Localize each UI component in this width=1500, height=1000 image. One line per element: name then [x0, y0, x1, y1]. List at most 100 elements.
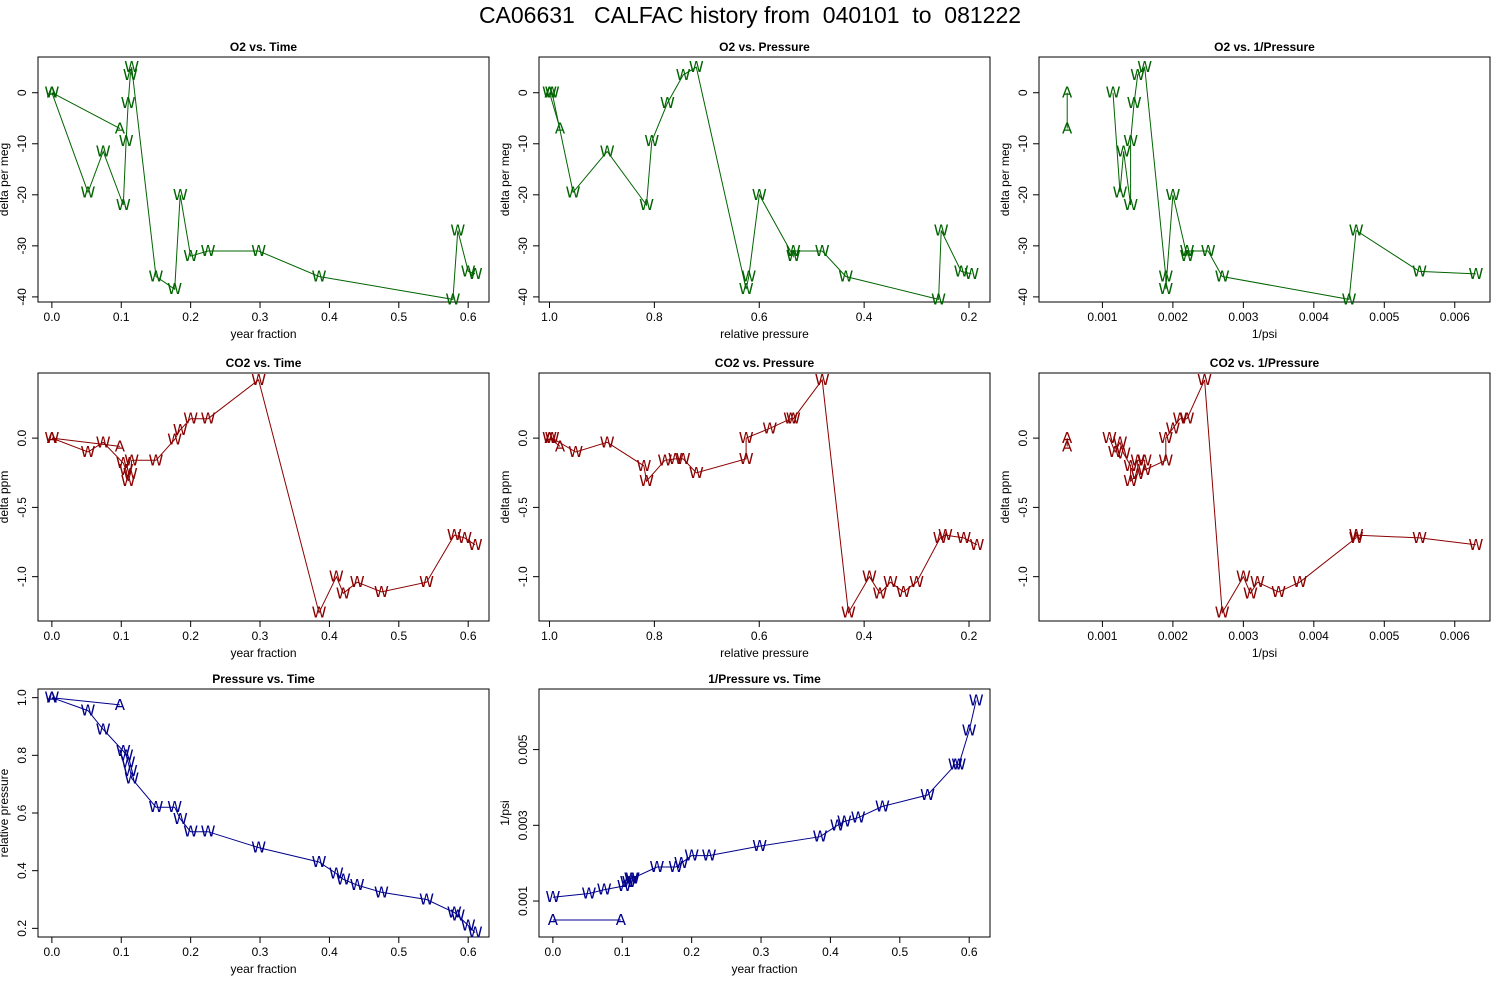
data-point-w: W [739, 429, 754, 447]
series-line-a [51, 697, 120, 706]
data-point-w: W [1123, 196, 1138, 214]
data-point-w: W [167, 280, 182, 298]
data-point-w: W [1468, 536, 1483, 554]
data-point-w: W [96, 720, 111, 738]
data-point-w: W [668, 858, 683, 876]
x-tick-label: 0.6 [751, 629, 768, 643]
data-point-w: W [173, 421, 188, 439]
data-point-w: W [44, 429, 59, 447]
x-tick-label: 0.003 [1228, 629, 1258, 643]
data-point-w: W [542, 84, 557, 102]
x-axis-label: relative pressure [720, 327, 809, 341]
x-tick-label: 0.3 [252, 629, 269, 643]
data-point-a: A [616, 911, 627, 929]
data-point-w: W [1215, 604, 1230, 622]
x-tick-label: 0.4 [822, 945, 839, 959]
data-point-w: W [419, 891, 434, 909]
data-point-w: W [702, 847, 717, 865]
data-point-w: W [1271, 583, 1286, 601]
x-axis-label: relative pressure [720, 646, 809, 660]
data-point-w: W [1113, 183, 1128, 201]
data-point-w: W [1197, 371, 1212, 389]
data-point-w: W [201, 823, 216, 841]
x-tick-label: 0.0 [545, 945, 562, 959]
y-tick-label: -20 [1016, 186, 1030, 204]
x-tick-label: 0.0 [44, 310, 61, 324]
data-point-w: W [447, 526, 462, 544]
data-point-a: A [1062, 84, 1073, 102]
y-tick-label: -0.5 [15, 497, 29, 518]
y-tick-label: -30 [516, 237, 530, 255]
data-point-w: W [1116, 142, 1131, 160]
data-point-w: W [1130, 465, 1145, 483]
y-tick-label: 0.003 [516, 810, 530, 840]
data-point-w: W [149, 798, 164, 816]
x-axis-label: 1/psi [1252, 327, 1277, 341]
data-point-w: W [350, 876, 365, 894]
series-line-a [51, 92, 121, 129]
x-tick-label: 0.5 [891, 945, 908, 959]
chart-title: Pressure vs. Time [212, 672, 315, 686]
data-point-w: W [762, 419, 777, 437]
data-point-w: W [545, 888, 560, 906]
chart-title: O2 vs. Time [230, 40, 297, 54]
data-point-w: W [312, 604, 327, 622]
data-point-w: W [883, 573, 898, 591]
data-point-w: W [124, 769, 139, 787]
data-point-w: W [116, 196, 131, 214]
chart-panel-4: CO2 vs. Time 0.0 0.1 0.2 0.3 0.4 0.5 0.6 0.0 -0.5… [0, 356, 490, 660]
data-point-w: W [123, 465, 138, 483]
y-axis-label: delta per meg [498, 143, 512, 216]
plot-frame [1038, 372, 1491, 622]
data-point-w: W [674, 854, 689, 872]
data-point-w: W [1165, 186, 1180, 204]
y-tick-label: -10 [1016, 135, 1030, 153]
data-point-w: W [1137, 451, 1152, 469]
data-point-w: W [582, 884, 597, 902]
data-point-w: W [251, 371, 266, 389]
data-point-w: W [1342, 290, 1357, 308]
data-point-w: W [124, 58, 139, 76]
data-point-w: W [600, 142, 615, 160]
series-line-w [552, 700, 977, 898]
data-point-w: W [81, 183, 96, 201]
x-tick-label: 0.004 [1299, 310, 1329, 324]
y-tick-label: 0.4 [15, 862, 29, 879]
data-point-w: W [617, 877, 632, 895]
y-tick-label: -1.0 [1016, 566, 1030, 587]
data-point-w: W [1116, 444, 1131, 462]
data-point-w: W [1236, 568, 1251, 586]
data-point-w: W [650, 858, 665, 876]
series-line-w [51, 67, 476, 300]
x-tick-label: 0.002 [1158, 629, 1188, 643]
data-point-w: W [149, 267, 164, 285]
data-point-w: W [445, 290, 460, 308]
x-tick-label: 0.006 [1440, 629, 1470, 643]
data-point-a: A [555, 437, 566, 455]
data-point-w: W [597, 881, 612, 899]
data-point-w: W [124, 451, 139, 469]
data-point-w: W [1180, 247, 1195, 265]
data-point-w: W [624, 869, 639, 887]
data-point-a: A [115, 437, 126, 455]
data-point-w: W [851, 809, 866, 827]
data-point-w: W [896, 583, 911, 601]
x-tick-label: 0.1 [614, 945, 631, 959]
data-point-w: W [374, 883, 389, 901]
data-point-w: W [336, 870, 351, 888]
y-tick-label: 0.005 [516, 734, 530, 764]
plot-frame [37, 372, 490, 622]
data-point-w: W [938, 526, 953, 544]
x-tick-label: 0.3 [252, 945, 269, 959]
x-tick-label: 0.8 [646, 629, 663, 643]
data-point-w: W [149, 451, 164, 469]
y-tick-label: 0 [15, 89, 29, 96]
data-point-w: W [251, 242, 266, 260]
data-point-w: W [862, 568, 877, 586]
data-point-w: W [689, 58, 704, 76]
data-point-w: W [739, 450, 754, 468]
data-point-w: W [786, 410, 801, 428]
data-point-w: W [815, 242, 830, 260]
data-point-w: W [1130, 451, 1145, 469]
